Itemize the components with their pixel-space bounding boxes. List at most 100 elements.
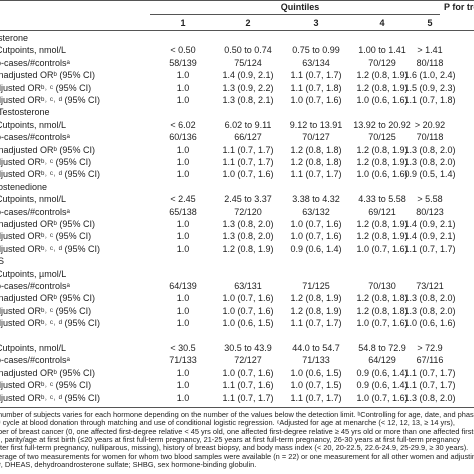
cell: 1.0 (0.6, 1.6)	[356, 169, 408, 180]
cell: 1.2 (0.8, 1.8)	[290, 157, 342, 167]
cell: 1.0	[176, 243, 190, 254]
cell: 1.1 (0.7, 1.7)	[222, 157, 274, 167]
cell: 0.9 (0.6, 1.4)	[356, 380, 408, 391]
cell: 63/134	[302, 57, 330, 68]
cell: 58/139	[169, 57, 197, 68]
cell: 1.0 (0.7, 1.5)	[290, 380, 342, 391]
row-label: Inadjusted ORᵇ (95% CI)	[0, 293, 95, 304]
cell: 1.3 (0.8, 2.0)	[222, 219, 274, 229]
cell: 1.3 (0.8, 2.0)	[404, 305, 456, 316]
cell: 71/133	[302, 355, 330, 366]
footnote: fter first full-term pregnancy, nullipar…	[0, 443, 469, 453]
cell: 73/121	[416, 281, 444, 291]
cell: 1.0	[176, 305, 190, 316]
cell: 1.2 (0.8, 1.9)	[356, 144, 408, 155]
cell: 65/138	[169, 206, 197, 217]
cell: 71/133	[169, 355, 197, 366]
cell: 1.0	[176, 392, 190, 403]
cell: 1.1 (0.7, 1.7)	[290, 169, 342, 180]
cell: 1.3 (0.8, 2.0)	[404, 293, 456, 304]
cell: 1.0	[176, 293, 190, 304]
cell: 71/125	[302, 281, 330, 291]
cell: 1.0 (0.6, 1.5)	[222, 318, 274, 329]
cell: 1.2 (0.8, 1.9)	[356, 231, 408, 242]
footnote: erage of two measurements for women for …	[0, 451, 474, 461]
footnote: ber of breast cancer (0, one affected fi…	[0, 426, 474, 436]
row-label: Cutpoints, µmol/L	[0, 268, 67, 279]
cell: 1.2 (0.8, 1.9)	[222, 243, 274, 254]
cell: 13.92 to 20.92	[353, 119, 411, 130]
cell: 1.0	[176, 231, 190, 242]
cell: 1.2 (0.8, 1.9)	[356, 82, 408, 93]
cell: 1.0 (0.7, 1.6)	[222, 293, 274, 304]
cell: < 0.50	[170, 45, 196, 56]
cell: 70/127	[302, 132, 330, 143]
cell: 1.1 (0.7, 1.7)	[290, 318, 342, 329]
row-label: Cutpoints, nmol/L	[0, 343, 67, 353]
cell: 1.0	[176, 144, 190, 155]
cell: 1.2 (0.8, 1.9)	[290, 293, 342, 304]
cell: > 1.41	[417, 45, 443, 56]
cell: 3.38 to 4.32	[292, 194, 340, 205]
cell: 0.9 (0.6, 1.4)	[290, 243, 342, 254]
cell: 4.33 to 5.58	[358, 194, 406, 205]
cell: 1.0 (0.7, 1.6)	[290, 95, 342, 105]
row-label: Cutpoints, nmol/L	[0, 45, 67, 56]
cell: 72/127	[234, 355, 262, 366]
cell: 1.0 (0.7, 1.6)	[290, 231, 342, 242]
cell: 1.0	[176, 157, 190, 167]
cell: 1.1 (0.7, 1.7)	[222, 392, 274, 403]
cell: 0.9 (0.6, 1.4)	[356, 367, 408, 378]
cell: 9.12 to 13.91	[289, 119, 343, 130]
cell: 1.3 (0.8, 2.0)	[222, 231, 274, 242]
cell: 64/139	[169, 281, 197, 291]
top-rule	[0, 0, 474, 1]
cell: > 72.9	[417, 343, 443, 353]
row-label: djusted ORᵇ˒ ᶜ (95% CI)	[0, 231, 92, 242]
row-label: Inadjusted ORᵇ (95% CI)	[0, 144, 95, 155]
cell: 70/130	[368, 281, 396, 291]
cell: 6.02 to 9.11	[224, 119, 272, 130]
cell: 1.0	[176, 70, 190, 81]
cell: 1.6 (1.0, 2.4)	[404, 70, 456, 81]
cell: 72/120	[234, 206, 262, 217]
cell: 1.1 (0.7, 1.7)	[290, 70, 342, 81]
cell: 1.0	[176, 318, 190, 329]
cell: 1.2 (0.8, 1.8)	[356, 305, 408, 316]
cell: 1.5 (0.9, 2.3)	[404, 82, 456, 93]
footnote: ᵉ, DHEAS, dehydroandrosterone sulfate; S…	[0, 459, 257, 469]
column-header: 5	[427, 18, 433, 28]
cell: 0.50 to 0.74	[224, 45, 272, 56]
cell: 0.9 (0.5, 1.4)	[404, 169, 456, 180]
cell: 1.0 (0.7, 1.6)	[290, 219, 342, 229]
cell: 1.3 (0.8, 2.0)	[404, 392, 456, 403]
cell: 30.5 to 43.9	[224, 343, 272, 353]
cell: 1.0 (0.7, 1.6)	[222, 305, 274, 316]
cell: 1.0 (0.7, 1.6)	[356, 392, 408, 403]
row-label: o-cases/#controlsᵃ	[0, 355, 70, 366]
row-label: djusted ORᵇ˒ ᶜ˒ ᵈ (95% CI)	[0, 318, 101, 329]
cell: 1.0 (0.7, 1.6)	[356, 318, 408, 329]
cell: 1.3 (0.8, 2.0)	[404, 144, 456, 155]
row-label: o-cases/#controlsᵃ	[0, 132, 70, 143]
cell: 1.0	[176, 367, 190, 378]
cell: 1.1 (0.7, 1.7)	[404, 243, 456, 254]
cell: 63/131	[234, 281, 262, 291]
cell: 1.1 (0.7, 1.7)	[222, 144, 274, 155]
row-label: djusted ORᵇ˒ ᶜ˒ ᵈ (95% CI)	[0, 169, 101, 180]
cell: 80/123	[416, 206, 444, 217]
row-label: Inadjusted ORᵇ (95% CI)	[0, 70, 95, 81]
cell: 1.00 to 1.41	[358, 45, 406, 56]
row-label: djusted ORᵇ˒ ᶜ (95% CI)	[0, 305, 92, 316]
row-label: djusted ORᵇ˒ ᶜ˒ ᵈ (95% CI)	[0, 243, 101, 254]
cell: 1.2 (0.8, 1.9)	[356, 219, 408, 229]
cell: 54.8 to 72.9	[358, 343, 406, 353]
column-header: 2	[245, 18, 251, 28]
row-label: djusted ORᵇ˒ ᶜ (95% CI)	[0, 157, 92, 167]
section-title: Testosterone	[0, 107, 50, 118]
header-rule	[0, 30, 474, 31]
cell: 0.75 to 0.99	[292, 45, 340, 56]
cell: 1.1 (0.7, 1.8)	[290, 82, 342, 93]
footnote: ), parity/age at first birth (≤20 years …	[0, 434, 461, 444]
